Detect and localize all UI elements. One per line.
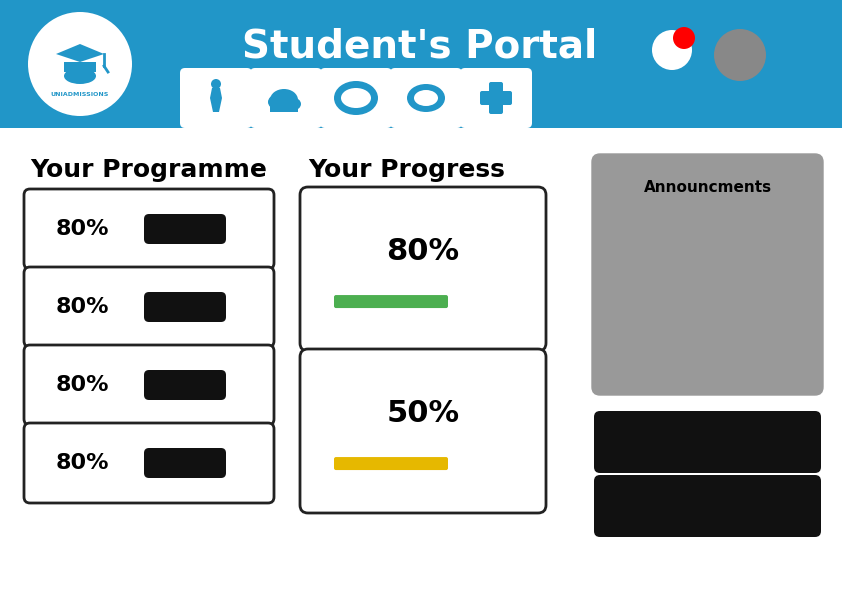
Text: Your Progress: Your Progress bbox=[308, 158, 505, 182]
FancyBboxPatch shape bbox=[144, 292, 226, 322]
FancyBboxPatch shape bbox=[460, 68, 532, 128]
Polygon shape bbox=[56, 44, 104, 62]
Text: Your Programme: Your Programme bbox=[30, 158, 267, 182]
FancyBboxPatch shape bbox=[0, 0, 842, 128]
FancyBboxPatch shape bbox=[24, 345, 274, 425]
FancyBboxPatch shape bbox=[480, 91, 512, 105]
FancyBboxPatch shape bbox=[594, 475, 821, 537]
Ellipse shape bbox=[414, 90, 438, 106]
FancyBboxPatch shape bbox=[334, 295, 448, 308]
Ellipse shape bbox=[334, 81, 378, 115]
Text: 80%: 80% bbox=[56, 297, 109, 317]
FancyBboxPatch shape bbox=[144, 448, 226, 478]
FancyBboxPatch shape bbox=[270, 100, 298, 112]
Ellipse shape bbox=[270, 89, 298, 111]
FancyBboxPatch shape bbox=[594, 411, 821, 473]
Ellipse shape bbox=[341, 88, 371, 108]
FancyBboxPatch shape bbox=[334, 457, 448, 470]
FancyBboxPatch shape bbox=[390, 68, 462, 128]
Text: 80%: 80% bbox=[56, 219, 109, 239]
Text: Announcments: Announcments bbox=[643, 180, 771, 195]
FancyBboxPatch shape bbox=[320, 68, 392, 128]
Circle shape bbox=[28, 12, 132, 116]
Ellipse shape bbox=[64, 68, 96, 84]
Text: 80%: 80% bbox=[56, 453, 109, 473]
FancyBboxPatch shape bbox=[144, 214, 226, 244]
Circle shape bbox=[211, 79, 221, 89]
Circle shape bbox=[652, 30, 692, 70]
FancyBboxPatch shape bbox=[180, 68, 252, 128]
FancyBboxPatch shape bbox=[24, 189, 274, 269]
FancyBboxPatch shape bbox=[64, 62, 96, 72]
Text: UNIADMISSIONS: UNIADMISSIONS bbox=[51, 92, 109, 96]
Text: 80%: 80% bbox=[386, 237, 460, 266]
Ellipse shape bbox=[268, 95, 284, 109]
Ellipse shape bbox=[287, 98, 301, 110]
FancyBboxPatch shape bbox=[144, 370, 226, 400]
FancyBboxPatch shape bbox=[300, 349, 546, 513]
Polygon shape bbox=[210, 88, 222, 112]
Circle shape bbox=[673, 27, 695, 49]
FancyBboxPatch shape bbox=[489, 82, 503, 114]
Text: 50%: 50% bbox=[386, 399, 460, 428]
FancyBboxPatch shape bbox=[24, 267, 274, 347]
Ellipse shape bbox=[407, 84, 445, 112]
FancyBboxPatch shape bbox=[300, 187, 546, 351]
FancyBboxPatch shape bbox=[592, 154, 823, 395]
Text: Student's Portal: Student's Portal bbox=[242, 27, 598, 65]
Text: 80%: 80% bbox=[56, 375, 109, 395]
FancyBboxPatch shape bbox=[250, 68, 322, 128]
Circle shape bbox=[714, 29, 766, 81]
FancyBboxPatch shape bbox=[24, 423, 274, 503]
